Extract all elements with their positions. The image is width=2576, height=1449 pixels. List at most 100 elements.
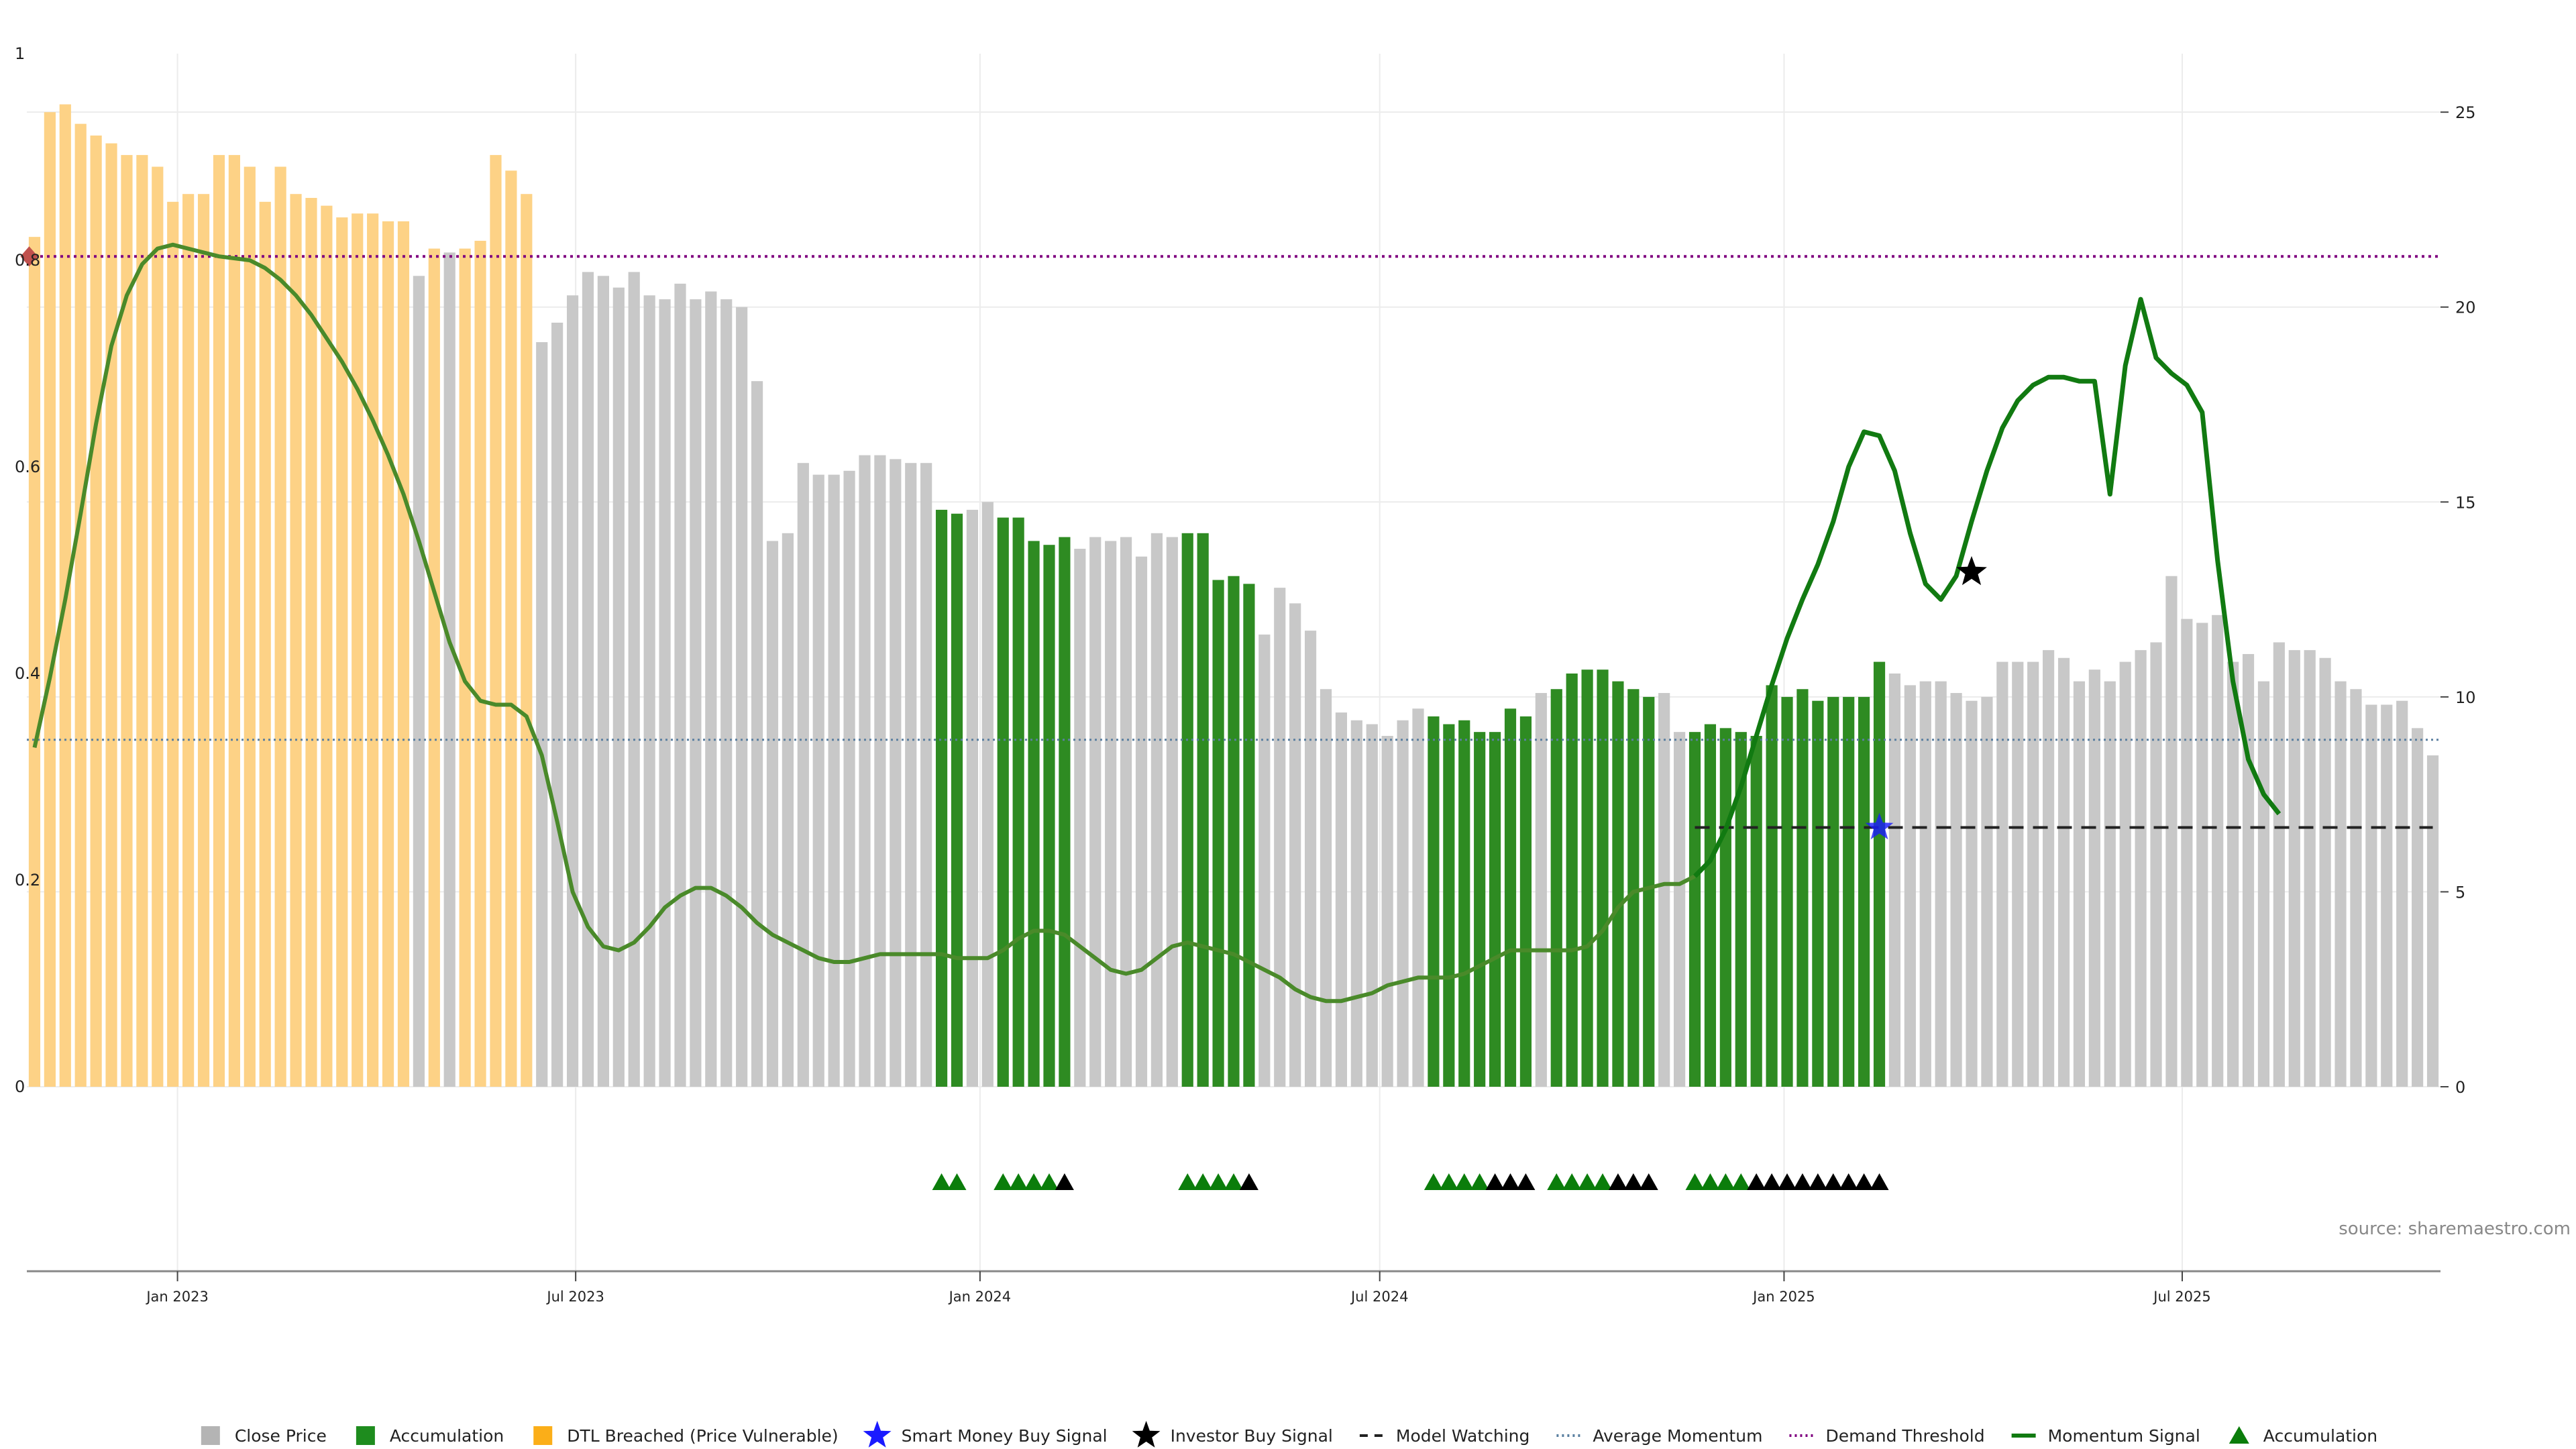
legend: Close Price Accumulation DTL Breached (Pri… bbox=[201, 1421, 2377, 1448]
legend-item: Investor Buy Signal bbox=[1132, 1421, 1333, 1448]
bar bbox=[1519, 716, 1532, 1087]
accumulation-triangle bbox=[1024, 1173, 1044, 1190]
bar bbox=[1166, 537, 1178, 1087]
legend-item: Smart Money Buy Signal bbox=[863, 1421, 1108, 1448]
bar bbox=[1858, 696, 1870, 1087]
x-tick-label: Jan 2025 bbox=[1752, 1289, 1815, 1305]
legend-label: Momentum Signal bbox=[2048, 1426, 2200, 1446]
accumulation-triangle bbox=[1778, 1173, 1797, 1190]
y-left-tick-label: 0 bbox=[15, 1077, 25, 1096]
y-right-tick-label: 10 bbox=[2455, 688, 2476, 707]
bar bbox=[382, 221, 394, 1087]
bar bbox=[1412, 708, 1424, 1087]
bar bbox=[1688, 732, 1701, 1087]
x-tick-label: Jul 2024 bbox=[1350, 1289, 1408, 1305]
legend-item: Average Momentum bbox=[1556, 1426, 1762, 1446]
bar bbox=[367, 213, 379, 1087]
bar bbox=[1089, 537, 1102, 1087]
accumulation-triangle bbox=[1439, 1173, 1458, 1190]
bar bbox=[459, 248, 471, 1087]
bar bbox=[2412, 728, 2424, 1087]
bar bbox=[1750, 735, 1762, 1087]
legend-label: Model Watching bbox=[1396, 1426, 1530, 1446]
legend-item: DTL Breached (Price Vulnerable) bbox=[533, 1426, 839, 1446]
bar bbox=[1243, 584, 1255, 1087]
bar bbox=[1074, 549, 1086, 1087]
bar bbox=[197, 194, 210, 1087]
line-series bbox=[27, 242, 2440, 1004]
bar bbox=[1181, 533, 1193, 1087]
accumulation-triangle bbox=[1547, 1173, 1566, 1190]
legend-square-icon bbox=[533, 1426, 553, 1445]
accumulation-triangle bbox=[1562, 1173, 1582, 1190]
bar bbox=[1274, 588, 1286, 1087]
accumulation-triangle bbox=[1747, 1173, 1766, 1190]
bar bbox=[1674, 732, 1686, 1087]
bar bbox=[1627, 689, 1640, 1087]
accumulation-triangle bbox=[1454, 1173, 1474, 1190]
bar bbox=[1059, 537, 1071, 1087]
y-right-tick-label: 0 bbox=[2455, 1078, 2465, 1097]
bar bbox=[2181, 619, 2193, 1087]
bar bbox=[1581, 669, 1593, 1087]
bar bbox=[397, 221, 410, 1087]
investor-buy-star bbox=[1956, 555, 1987, 586]
accumulation-triangle bbox=[1178, 1173, 1197, 1190]
bar bbox=[1320, 689, 1332, 1087]
bar bbox=[1719, 728, 1731, 1087]
accumulation-triangle bbox=[1009, 1173, 1028, 1190]
bar bbox=[167, 201, 179, 1087]
legend-triangle-icon bbox=[2229, 1426, 2249, 1444]
bar bbox=[321, 205, 333, 1087]
bar bbox=[2150, 642, 2162, 1087]
bar bbox=[2288, 650, 2300, 1087]
bar bbox=[890, 459, 902, 1087]
bar bbox=[2088, 669, 2100, 1087]
bar bbox=[705, 291, 717, 1087]
y-right-tick-label: 5 bbox=[2455, 883, 2465, 902]
bar bbox=[1935, 681, 1947, 1087]
bar bbox=[1812, 700, 1824, 1087]
bar bbox=[1012, 517, 1024, 1087]
legend-label: Demand Threshold bbox=[1825, 1426, 1984, 1446]
bar bbox=[44, 112, 56, 1087]
accumulation-triangles bbox=[932, 1173, 1889, 1190]
bar bbox=[1535, 693, 1547, 1087]
bar bbox=[259, 201, 271, 1087]
bar bbox=[935, 509, 948, 1087]
bar bbox=[859, 455, 871, 1087]
accumulation-triangle bbox=[1516, 1173, 1536, 1190]
bar bbox=[2135, 650, 2147, 1087]
bar bbox=[1289, 603, 1301, 1087]
bar bbox=[981, 502, 994, 1087]
bar bbox=[720, 299, 733, 1087]
accumulation-triangle bbox=[1701, 1173, 1720, 1190]
y-left-tick-label: 0.2 bbox=[15, 871, 40, 890]
bar bbox=[1766, 685, 1778, 1087]
accumulation-triangle bbox=[1839, 1173, 1858, 1190]
bar bbox=[643, 295, 655, 1087]
legend-label: Accumulation bbox=[390, 1426, 504, 1446]
legend-item: Momentum Signal bbox=[2011, 1426, 2200, 1446]
bar bbox=[1658, 693, 1670, 1087]
bar bbox=[1212, 580, 1224, 1087]
accumulation-triangle bbox=[1685, 1173, 1705, 1190]
bar bbox=[566, 295, 579, 1087]
bar bbox=[597, 276, 609, 1087]
legend-label: DTL Breached (Price Vulnerable) bbox=[567, 1426, 838, 1446]
bar bbox=[336, 217, 348, 1087]
bar bbox=[1489, 732, 1501, 1087]
accumulation-triangle bbox=[1039, 1173, 1059, 1190]
bar bbox=[812, 474, 824, 1087]
bar bbox=[1228, 576, 1240, 1087]
bar bbox=[674, 283, 686, 1087]
bar bbox=[1335, 712, 1348, 1087]
bar bbox=[2334, 681, 2347, 1087]
y-right-tick-label: 15 bbox=[2455, 493, 2476, 512]
bar bbox=[966, 509, 979, 1087]
signal-markers bbox=[20, 246, 1987, 840]
momentum-signal-line bbox=[1693, 297, 2282, 878]
bar-series bbox=[28, 104, 2439, 1087]
accumulation-triangle bbox=[1716, 1173, 1735, 1190]
bar bbox=[797, 463, 809, 1087]
